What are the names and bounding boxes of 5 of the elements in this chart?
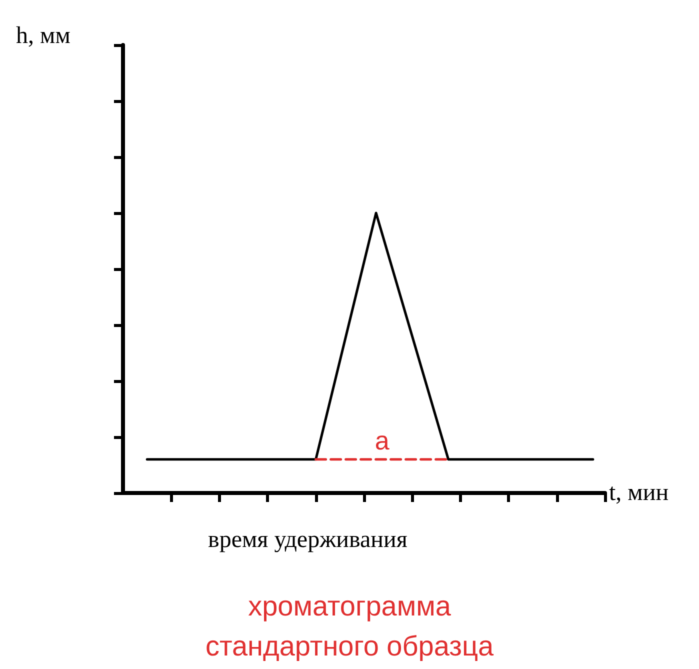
series-label: a	[374, 425, 390, 456]
text: h, мм	[16, 23, 70, 49]
text: хроматограмма стандартного образца	[205, 590, 494, 662]
x-axis-title: t, мин	[609, 480, 669, 506]
text: время удерживания	[208, 527, 408, 553]
